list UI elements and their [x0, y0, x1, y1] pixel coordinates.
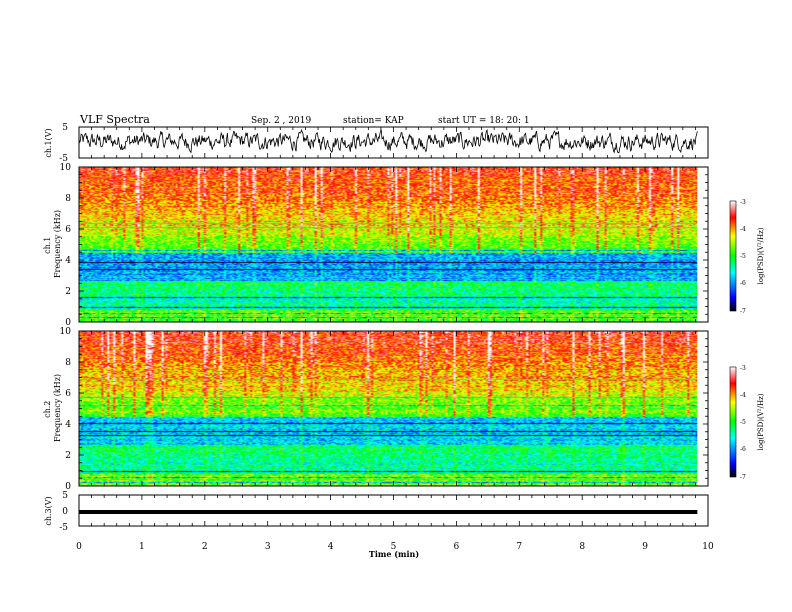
x-tick-label: 4	[328, 542, 334, 552]
ch2-ylabel-line2: Frequency (kHz)	[53, 374, 62, 442]
ch2-colorbar-label: log(PSD)(V²/Hz)	[757, 393, 765, 450]
ch1-cb-tick-m4: -4	[740, 226, 746, 233]
x-tick-label: 6	[454, 542, 460, 552]
ch2-spectrogram-panel: 0 2 4 6 8 10 ch.2 Frequency (kHz)	[43, 327, 709, 492]
station-label: station= KAP	[343, 116, 404, 126]
axis-ticks	[78, 127, 709, 526]
x-axis-label: Time (min)	[369, 549, 419, 559]
ch1-cb-tick-m6: -6	[740, 280, 746, 287]
x-tick-label: 2	[202, 542, 208, 552]
ch2-cb-tick-m5: -5	[740, 419, 746, 426]
ch2-colorbar: -3 -4 -5 -6 -7 log(PSD)(V²/Hz)	[729, 365, 765, 481]
ch1-spectrogram-image	[79, 167, 698, 322]
x-tick-label: 9	[642, 542, 648, 552]
ch2-ytick-4: 4	[65, 420, 71, 430]
ch2-cb-tick-m3: -3	[740, 365, 746, 372]
ch3-ylabel: ch.3(V)	[44, 496, 53, 525]
ch1-cb-tick-m5: -5	[740, 253, 746, 260]
ch3-ytick-mid: 0	[62, 507, 68, 517]
x-tick-labels: 0 1 2 3 4 5 6 7 8 9 10	[76, 542, 714, 552]
x-tick-label: 3	[265, 542, 271, 552]
ch2-ytick-6: 6	[65, 389, 71, 399]
figure-title: VLF Spectra	[79, 113, 150, 126]
ch1-ytick-2: 2	[65, 287, 71, 297]
ch1-cb-tick-m3: -3	[740, 199, 746, 206]
ch1-ytick-10: 10	[60, 163, 72, 173]
ch1-ylabel-line1: ch.1	[43, 237, 52, 254]
ch1-ylabel: ch.1(V)	[44, 128, 53, 157]
start-time-label: start UT = 18: 20: 1	[438, 116, 530, 126]
ch1-ytick-8: 8	[65, 194, 71, 204]
ch1-spectrogram-panel: 0 2 4 6 8 10 ch.1 Frequency (kHz)	[43, 163, 709, 328]
ch3-ytick-bottom: -5	[59, 523, 68, 533]
ch1-spec-ylabel: ch.1 Frequency (kHz)	[43, 210, 62, 278]
ch3-ytick-top: 5	[62, 491, 68, 501]
ch1-ytick-top: 5	[62, 123, 68, 133]
ch2-ytick-8: 8	[65, 358, 71, 368]
ch2-ytick-0: 0	[65, 482, 71, 492]
ch1-colorbar-label: log(PSD)(V²/Hz)	[757, 227, 765, 284]
ch2-colorbar-bar	[729, 366, 737, 478]
x-tick-label: 5	[391, 542, 397, 552]
ch1-ytick-bottom: -5	[59, 154, 68, 164]
ch2-spectrogram-image	[79, 331, 698, 486]
ch2-cb-tick-m6: -6	[740, 446, 746, 453]
ch1-ylabel-line2: Frequency (kHz)	[53, 210, 62, 278]
x-tick-label: 10	[702, 542, 714, 552]
ch2-ytick-10: 10	[60, 327, 72, 337]
ch2-spec-ylabel: ch.2 Frequency (kHz)	[43, 374, 62, 442]
ch2-cb-tick-m4: -4	[740, 392, 746, 399]
ch1-cb-tick-m7: -7	[740, 308, 746, 315]
ch2-cb-tick-m7: -7	[740, 474, 746, 481]
ch1-ytick-4: 4	[65, 256, 71, 266]
x-tick-label: 0	[76, 542, 82, 552]
ch2-ytick-2: 2	[65, 451, 71, 461]
ch2-ylabel-line1: ch.2	[43, 401, 52, 418]
ch3-signal-panel: 5 0 -5 ch.3(V)	[44, 491, 709, 533]
ch1-colorbar-bar	[729, 200, 737, 312]
date-label: Sep. 2 , 2019	[251, 116, 311, 126]
ch1-ytick-0: 0	[65, 318, 71, 328]
ch1-colorbar: -3 -4 -5 -6 -7 log(PSD)(V²/Hz)	[729, 199, 765, 315]
ch1-waveform-line	[78, 128, 698, 154]
x-tick-label: 1	[139, 542, 145, 552]
ch1-ytick-6: 6	[65, 225, 71, 235]
x-tick-label: 8	[579, 542, 585, 552]
x-tick-label: 7	[516, 542, 522, 552]
ch1-waveform-panel: 5 -5 ch.1(V)	[44, 123, 709, 164]
